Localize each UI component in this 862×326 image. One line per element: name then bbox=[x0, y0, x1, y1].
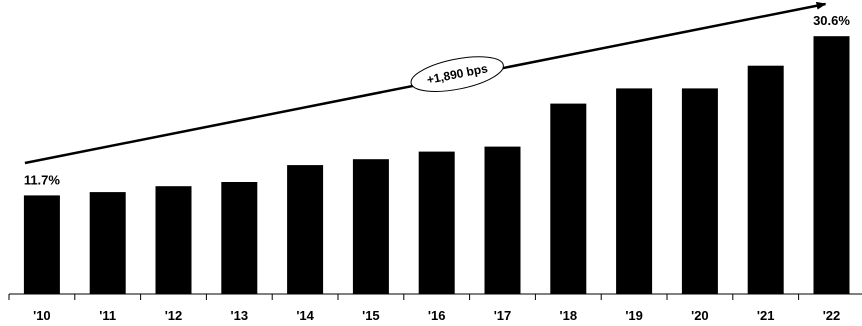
bar-8 bbox=[550, 103, 587, 294]
bar-1 bbox=[89, 192, 126, 294]
x-tick-label-9: '19 bbox=[625, 308, 643, 323]
bar-9 bbox=[616, 88, 653, 295]
annotation-ellipse bbox=[410, 56, 504, 92]
bar-11 bbox=[747, 65, 784, 294]
bar-6 bbox=[418, 151, 455, 294]
x-tick-label-3: '13 bbox=[231, 308, 249, 323]
x-tick-label-1: '11 bbox=[99, 308, 116, 323]
x-tick-label-10: '20 bbox=[691, 308, 709, 323]
bar-0 bbox=[23, 195, 60, 294]
x-tick-label-11: '21 bbox=[757, 308, 775, 323]
x-tick-label-7: '17 bbox=[494, 308, 512, 323]
x-tick-label-2: '12 bbox=[165, 308, 183, 323]
x-tick-label-0: '10 bbox=[33, 308, 51, 323]
x-tick-label-12: '22 bbox=[823, 308, 841, 323]
x-axis: '10 '11 '12 '13 '14 '15 '16 '17 '18 '19 '20 '21 '22 bbox=[8, 293, 862, 323]
bar-2 bbox=[155, 186, 192, 294]
data-label-1: 30.6% bbox=[813, 13, 850, 28]
bar-5 bbox=[352, 159, 389, 294]
x-tick-label-5: '15 bbox=[362, 308, 380, 323]
x-tick-label-8: '18 bbox=[560, 308, 578, 323]
annotation-callout: +1,890 bps bbox=[410, 56, 504, 92]
data-labels-group: 11.7% 30.6% bbox=[24, 13, 851, 187]
trend-annotation: +1,890 bps bbox=[24, 1, 827, 165]
bar-10 bbox=[681, 88, 718, 295]
data-label-0: 11.7% bbox=[24, 172, 61, 187]
bar-12 bbox=[813, 36, 850, 294]
bar-3 bbox=[221, 182, 258, 294]
x-tick-label-4: '14 bbox=[296, 308, 314, 323]
bar-7 bbox=[484, 146, 521, 294]
bar-4 bbox=[287, 165, 324, 294]
bars-group bbox=[23, 36, 850, 295]
x-tick-label-6: '16 bbox=[428, 308, 446, 323]
